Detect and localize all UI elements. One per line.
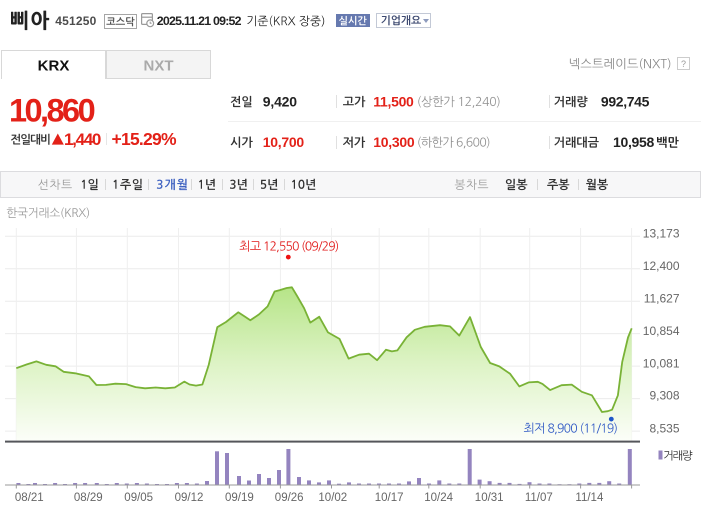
svg-text:11/14: 11/14 (575, 492, 604, 504)
svg-text:10,958: 10,958 (613, 134, 655, 150)
svg-text:10/02: 10/02 (318, 492, 347, 504)
svg-text:1,440: 1,440 (64, 130, 101, 149)
svg-text:KRX: KRX (38, 57, 70, 74)
svg-text:992,745: 992,745 (601, 94, 650, 110)
svg-text:10/31: 10/31 (475, 492, 504, 504)
svg-text:11/07: 11/07 (525, 492, 553, 504)
svg-text:09/26: 09/26 (275, 492, 304, 504)
svg-text:09/19: 09/19 (225, 492, 254, 504)
svg-text:9,308: 9,308 (649, 389, 679, 403)
svg-text:451250: 451250 (55, 14, 96, 28)
svg-text:13,173: 13,173 (643, 227, 680, 241)
svg-text:08/21: 08/21 (15, 492, 44, 504)
svg-text:+15.29%: +15.29% (112, 129, 178, 149)
svg-text:NXT: NXT (144, 57, 174, 74)
svg-text:8,535: 8,535 (649, 422, 679, 436)
svg-text:10/24: 10/24 (424, 492, 453, 504)
svg-text:9,420: 9,420 (263, 94, 297, 110)
svg-text:10,081: 10,081 (643, 356, 680, 370)
svg-text:10,300: 10,300 (373, 134, 415, 150)
svg-text:09/12: 09/12 (175, 492, 204, 504)
svg-text:11,500: 11,500 (373, 94, 414, 110)
svg-text:10/17: 10/17 (375, 492, 404, 504)
svg-text:10,854: 10,854 (643, 324, 680, 338)
svg-text:09/05: 09/05 (124, 492, 153, 504)
svg-text:10,860: 10,860 (9, 93, 95, 129)
svg-text:10,700: 10,700 (263, 134, 305, 150)
svg-text:11,627: 11,627 (644, 291, 680, 305)
svg-text:2025.11.21 09:52: 2025.11.21 09:52 (157, 14, 242, 28)
svg-text:12,400: 12,400 (643, 259, 680, 273)
svg-text:08/29: 08/29 (74, 492, 103, 504)
